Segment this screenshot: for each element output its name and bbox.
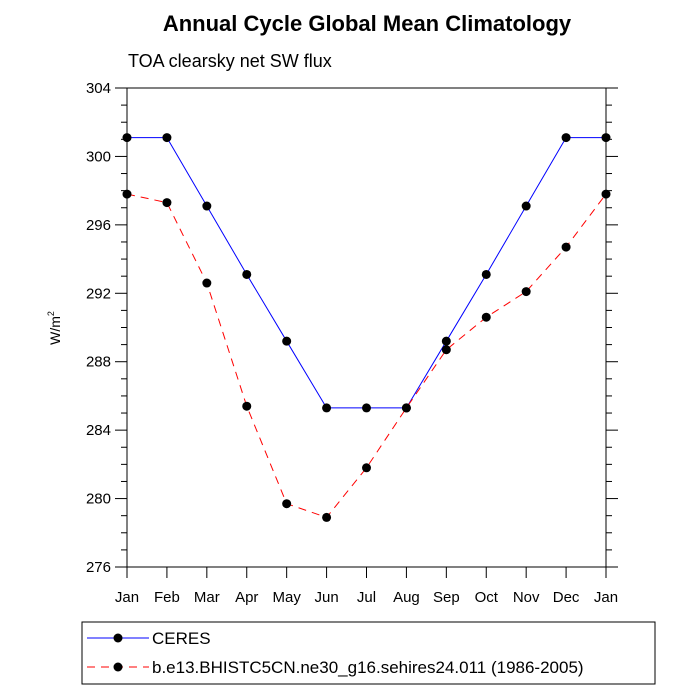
chart-subtitle: TOA clearsky net SW flux	[128, 51, 332, 71]
series-1-point	[401, 403, 411, 413]
series-0-point	[561, 133, 571, 143]
series-1-point	[282, 499, 292, 509]
legend-label-ceres: CERES	[152, 629, 211, 648]
y-tick-label: 284	[86, 422, 111, 439]
series-1-point	[601, 189, 611, 199]
series-0-point	[242, 269, 252, 279]
series-0-point	[122, 133, 132, 143]
series-0-point	[322, 403, 332, 413]
legend-box	[81, 621, 656, 685]
y-tick-label: 304	[86, 80, 111, 97]
series-0-point	[162, 133, 172, 143]
series-1-point	[441, 345, 451, 355]
legend-label-model: b.e13.BHISTC5CN.ne30_g16.sehires24.011 (…	[152, 658, 584, 677]
series-1-point	[322, 512, 332, 522]
series-1-point	[362, 463, 371, 473]
y-tick-label: 300	[86, 148, 111, 165]
series-1-point	[521, 287, 531, 297]
x-tick-label: Jun	[314, 589, 338, 606]
x-tick-label: May	[272, 589, 301, 606]
x-tick-label: Sep	[433, 589, 460, 606]
y-tick-label: 280	[86, 491, 111, 508]
y-tick-label: 292	[86, 285, 111, 302]
y-axis-label-sup: 2	[46, 311, 56, 316]
series-0-point	[441, 336, 451, 346]
series-0-point	[521, 201, 531, 211]
series-1-point	[122, 189, 132, 199]
series-0-point	[601, 133, 611, 143]
y-axis-label: W/m2	[46, 311, 63, 345]
series-1-point	[481, 312, 491, 322]
x-tick-label: Oct	[475, 589, 499, 606]
series-1-point	[202, 278, 212, 288]
chart-title: Annual Cycle Global Mean Climatology	[163, 11, 572, 36]
series-line-0	[127, 137, 606, 409]
x-tick-label: Nov	[513, 589, 540, 606]
series-1-point	[561, 242, 571, 252]
svg-text:W/m2: W/m2	[46, 311, 63, 345]
y-axis-label-base: W/m	[47, 316, 63, 345]
x-tick-label: Apr	[235, 589, 258, 606]
series-1-point	[242, 401, 252, 411]
y-tick-label: 276	[86, 559, 111, 576]
x-tick-label: Aug	[393, 589, 420, 606]
x-tick-label: Jan	[594, 589, 618, 606]
x-tick-label: Dec	[553, 589, 580, 606]
y-tick-label: 296	[86, 217, 111, 234]
x-tick-label: Jul	[357, 589, 376, 606]
x-tick-label: Feb	[154, 589, 180, 606]
legend-marker-ceres	[113, 633, 123, 643]
series-0-point	[362, 403, 371, 413]
plot-area: 276 280 284 288 292 296 300 304 Jan Feb Mar Apr May J…	[86, 80, 618, 606]
plot-frame	[126, 87, 607, 568]
legend: CERES b.e13.BHISTC5CN.ne30_g16.sehires24…	[81, 621, 656, 685]
y-tick-label: 288	[86, 354, 111, 371]
legend-marker-model	[113, 662, 123, 672]
series-1-point	[162, 198, 172, 208]
series-0-point	[481, 269, 491, 279]
x-tick-label: Mar	[194, 589, 220, 606]
x-tick-label: Jan	[115, 589, 139, 606]
series-0-point	[282, 336, 292, 346]
series-0-point	[202, 201, 212, 211]
